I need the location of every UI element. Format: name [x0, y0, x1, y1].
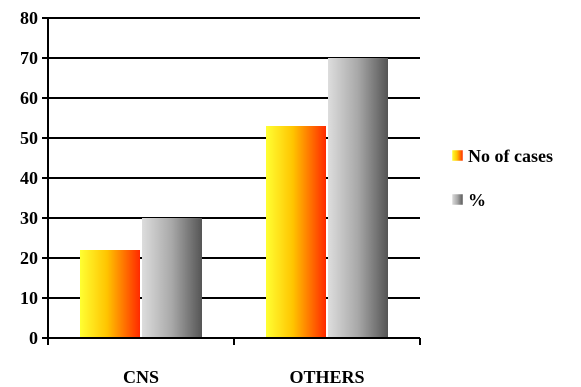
y-tick-label: 70 [20, 48, 38, 68]
y-tick-label: 0 [29, 328, 38, 348]
y-tick-label: 60 [20, 88, 38, 108]
category-label: OTHERS [289, 367, 364, 387]
category-label: CNS [123, 367, 159, 387]
y-tick-label: 10 [20, 288, 38, 308]
legend-label: % [468, 190, 486, 210]
y-tick-label: 20 [20, 248, 38, 268]
y-tick-label: 80 [20, 8, 38, 28]
bar-others-series-1 [328, 58, 388, 338]
bar-cns-series-1 [142, 218, 202, 338]
legend-swatch [451, 149, 464, 162]
bars [80, 58, 388, 338]
y-tick-label: 50 [20, 128, 38, 148]
y-tick-label: 30 [20, 208, 38, 228]
category-ticks [47, 338, 421, 345]
legend: No of cases% [451, 146, 553, 210]
legend-label: No of cases [468, 146, 553, 166]
legend-swatch [451, 193, 464, 206]
bar-cns-series-0 [80, 250, 140, 338]
category-labels: CNS OTHERS [123, 367, 365, 387]
y-axis-ticks: 0 10 20 30 40 50 60 70 80 [20, 8, 48, 348]
y-tick-label: 40 [20, 168, 38, 188]
bar-others-series-0 [266, 126, 326, 338]
